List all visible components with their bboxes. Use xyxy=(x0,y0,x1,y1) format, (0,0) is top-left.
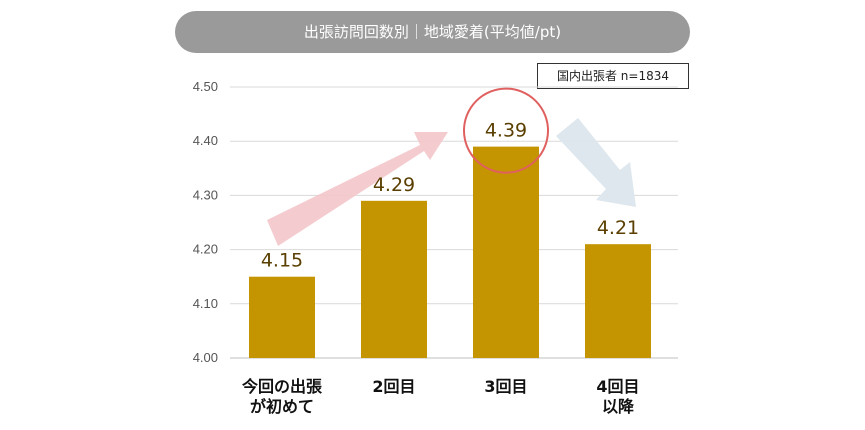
category-label: が初めて xyxy=(250,397,314,416)
category-label: 4回目 xyxy=(596,377,639,396)
category-label: 2回目 xyxy=(372,377,415,396)
category-label: 3回目 xyxy=(484,377,527,396)
bar xyxy=(249,276,315,358)
bar-value-label: 4.15 xyxy=(261,250,303,272)
chart-title: 出張訪問回数別｜地域愛着(平均値/pt) xyxy=(175,11,690,53)
category-label: 以降 xyxy=(602,397,635,416)
y-tick-label: 4.30 xyxy=(193,187,218,202)
bar xyxy=(473,146,539,358)
sample-size-note: 国内出張者 n=1834 xyxy=(537,63,689,89)
highlight-circle xyxy=(463,87,549,174)
up-trend-arrow xyxy=(267,132,448,246)
y-tick-label: 4.50 xyxy=(193,79,218,94)
y-tick-label: 4.00 xyxy=(193,350,218,365)
y-tick-label: 4.40 xyxy=(193,133,218,148)
bar-value-label: 4.29 xyxy=(373,174,415,196)
y-tick-label: 4.20 xyxy=(193,242,218,257)
y-tick-label: 4.10 xyxy=(193,296,218,311)
down-trend-arrow xyxy=(556,118,636,207)
bar-value-label: 4.21 xyxy=(597,217,639,239)
bar xyxy=(361,200,427,358)
bar xyxy=(585,244,651,358)
bar-value-label: 4.39 xyxy=(485,120,527,142)
category-label: 今回の出張 xyxy=(241,377,323,396)
